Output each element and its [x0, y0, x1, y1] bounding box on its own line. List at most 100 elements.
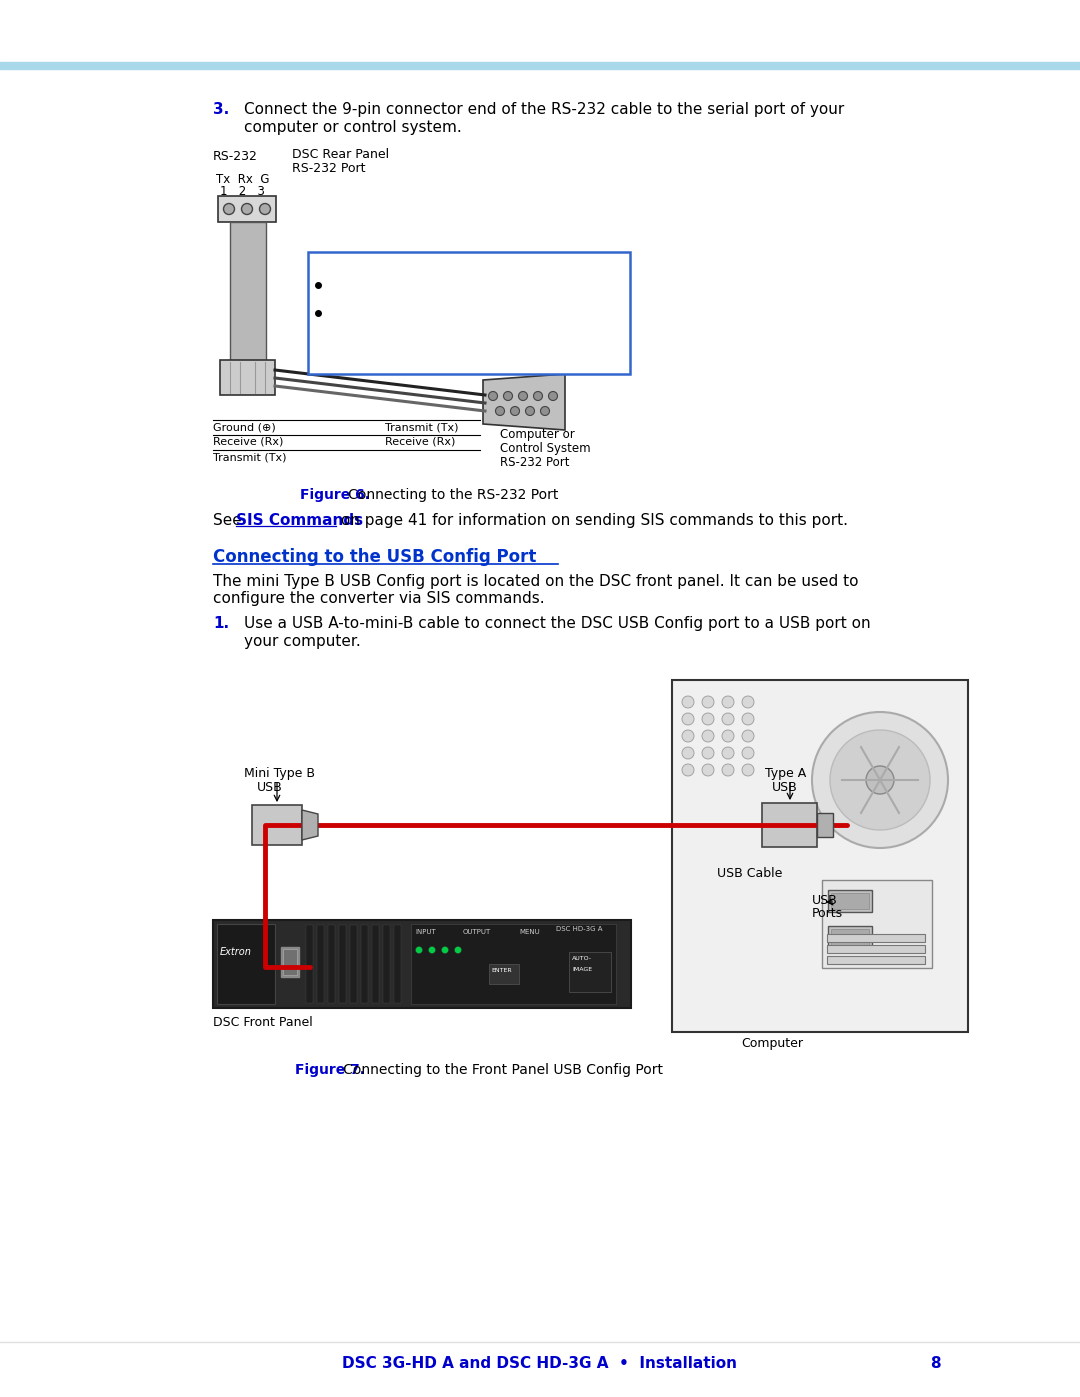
Text: your computer.: your computer.: [244, 634, 361, 650]
Bar: [831, 893, 869, 909]
Text: ENTER: ENTER: [491, 968, 512, 972]
Circle shape: [442, 947, 448, 954]
Bar: [281, 947, 299, 977]
Text: computer or control system.: computer or control system.: [244, 120, 462, 136]
Bar: [220, 360, 275, 395]
Bar: [411, 923, 616, 1004]
Text: DSC Front Panel: DSC Front Panel: [213, 1016, 313, 1030]
Circle shape: [416, 947, 422, 954]
Text: USB: USB: [812, 894, 838, 907]
Text: Use a USB A-to-mini-B cable to connect the DSC USB Config port to a USB port on: Use a USB A-to-mini-B cable to connect t…: [244, 616, 870, 631]
Circle shape: [681, 696, 694, 708]
Text: INPUT: INPUT: [415, 929, 435, 935]
Text: Connecting to the RS-232 Port: Connecting to the RS-232 Port: [300, 488, 558, 502]
Text: USB Cable: USB Cable: [717, 868, 782, 880]
Text: 3.: 3.: [213, 102, 229, 117]
Text: and the computer or control system.: and the computer or control system.: [330, 321, 559, 335]
Text: the drain wire to ground at both ends.: the drain wire to ground at both ends.: [330, 293, 569, 307]
Circle shape: [702, 747, 714, 759]
Circle shape: [503, 391, 513, 401]
Bar: [252, 805, 302, 845]
Bar: [489, 964, 519, 983]
Circle shape: [511, 407, 519, 415]
Bar: [306, 925, 313, 1003]
Circle shape: [723, 764, 734, 775]
Circle shape: [812, 712, 948, 848]
Text: DSC 3G-HD A and DSC HD-3G A  •  Installation: DSC 3G-HD A and DSC HD-3G A • Installati…: [342, 1356, 738, 1370]
Bar: [383, 925, 390, 1003]
Text: 1.: 1.: [213, 616, 229, 631]
Text: Connecting to the USB Config Port: Connecting to the USB Config Port: [213, 548, 537, 566]
Bar: [308, 251, 630, 374]
Text: DSC HD-3G A: DSC HD-3G A: [556, 926, 603, 932]
Text: See: See: [213, 513, 246, 528]
Circle shape: [723, 696, 734, 708]
Circle shape: [488, 391, 498, 401]
Text: RS-232 Port: RS-232 Port: [500, 455, 569, 469]
Circle shape: [681, 747, 694, 759]
Bar: [827, 956, 924, 964]
Text: Ports: Ports: [812, 907, 843, 921]
Text: AUTO-: AUTO-: [572, 956, 592, 961]
Text: Receive (Rx): Receive (Rx): [384, 437, 456, 447]
Bar: [372, 925, 379, 1003]
Bar: [828, 926, 872, 949]
Circle shape: [742, 747, 754, 759]
Text: Connect the 9-pin connector end of the RS-232 cable to the serial port of your: Connect the 9-pin connector end of the R…: [244, 102, 845, 117]
Bar: [350, 925, 357, 1003]
Circle shape: [549, 391, 557, 401]
Bar: [831, 929, 869, 944]
Bar: [569, 951, 611, 992]
Text: Figure 6.: Figure 6.: [300, 488, 370, 502]
Text: Extron: Extron: [220, 947, 252, 957]
Bar: [339, 925, 346, 1003]
Text: on page 41 for information on sending SIS commands to this port.: on page 41 for information on sending SI…: [336, 513, 848, 528]
Text: USB: USB: [257, 781, 283, 793]
Text: OUTPUT: OUTPUT: [463, 929, 491, 935]
Text: Ground (⊕): Ground (⊕): [213, 422, 275, 432]
Text: Transmit (Tx): Transmit (Tx): [384, 422, 459, 432]
Text: Type A: Type A: [765, 767, 807, 780]
Bar: [672, 680, 968, 1032]
Circle shape: [866, 766, 894, 793]
Bar: [828, 890, 872, 912]
Text: Connecting to the Front Panel USB Config Port: Connecting to the Front Panel USB Config…: [295, 1063, 663, 1077]
Circle shape: [259, 204, 270, 215]
Text: Receive (Rx): Receive (Rx): [213, 437, 283, 447]
Circle shape: [681, 712, 694, 725]
Bar: [213, 921, 631, 1009]
Circle shape: [723, 712, 734, 725]
Circle shape: [681, 764, 694, 775]
Circle shape: [742, 696, 754, 708]
Text: Tx  Rx  G: Tx Rx G: [216, 173, 270, 186]
Circle shape: [702, 764, 714, 775]
Text: Control System: Control System: [500, 441, 591, 455]
Bar: [827, 935, 924, 942]
Circle shape: [742, 731, 754, 742]
Circle shape: [540, 407, 550, 415]
Circle shape: [702, 712, 714, 725]
Circle shape: [455, 947, 461, 954]
Text: The mini Type B USB Config port is located on the DSC front panel. It can be use: The mini Type B USB Config port is locat…: [213, 574, 859, 590]
Polygon shape: [483, 374, 565, 430]
Circle shape: [723, 747, 734, 759]
Circle shape: [534, 391, 542, 401]
Text: MENU: MENU: [519, 929, 540, 935]
Text: Figure 7.: Figure 7.: [295, 1063, 365, 1077]
Bar: [822, 880, 932, 968]
Bar: [230, 222, 266, 370]
Text: If you use cable that has a drain wire, tie: If you use cable that has a drain wire, …: [330, 279, 588, 293]
Bar: [328, 925, 335, 1003]
Circle shape: [742, 712, 754, 725]
Circle shape: [429, 947, 435, 954]
Bar: [218, 196, 276, 222]
Text: RS-232: RS-232: [213, 149, 258, 163]
Text: RS-232 Port: RS-232 Port: [292, 162, 365, 175]
Text: SIS Commands: SIS Commands: [237, 513, 363, 528]
Circle shape: [702, 696, 714, 708]
Text: configure the converter via SIS commands.: configure the converter via SIS commands…: [213, 591, 544, 606]
Circle shape: [518, 391, 527, 401]
Circle shape: [742, 764, 754, 775]
Circle shape: [831, 731, 930, 830]
Bar: [217, 923, 275, 1004]
